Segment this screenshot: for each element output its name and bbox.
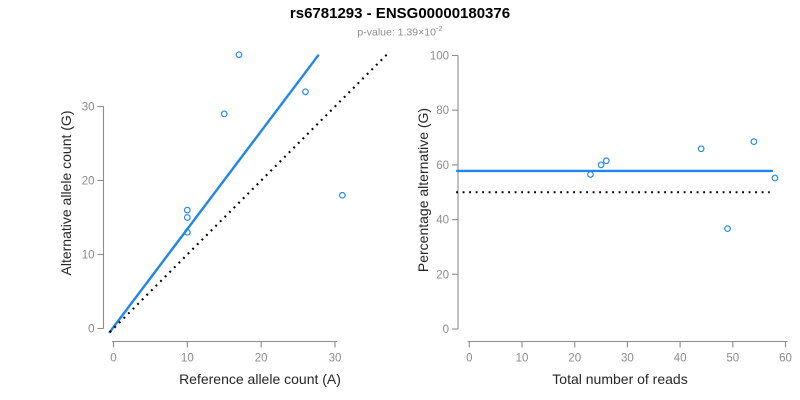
data-point (597, 161, 605, 169)
identity-line (109, 53, 389, 333)
data-point (339, 191, 346, 199)
data-point (302, 88, 309, 96)
pvalue-subtitle: p-value: 1.39×10-2 (0, 24, 800, 39)
x-tick-label: 30 (329, 353, 342, 365)
y-tick-label: 80 (436, 105, 449, 117)
pvalue-label: p-value: (357, 26, 398, 39)
data-point (750, 138, 758, 146)
x-axis-title: Total number of reads (552, 371, 687, 387)
x-tick-label: 40 (674, 353, 687, 365)
x-tick-label: 10 (516, 353, 529, 365)
y-tick-label: 0 (88, 324, 94, 336)
x-tick-label: 50 (726, 353, 739, 365)
allele-counts-points (183, 51, 346, 236)
x-axis-title: Reference allele count (A) (179, 371, 341, 387)
data-point (771, 174, 779, 182)
data-point (587, 171, 594, 178)
data-point (183, 206, 191, 214)
data-point (697, 145, 705, 153)
y-tick-label: 30 (82, 102, 95, 114)
percentage-vs-reads-panel: 0 20 40 60 80 100 0 10 20 30 40 50 60 Total number of… (415, 51, 792, 388)
data-point (724, 225, 731, 233)
data-point (220, 110, 228, 118)
y-tick-label: 100 (430, 51, 449, 63)
x-tick-label: 60 (779, 353, 792, 365)
data-point (183, 228, 191, 236)
y-tick-label: 20 (436, 269, 449, 281)
data-point (183, 214, 191, 221)
fit-line (108, 53, 320, 334)
y-tick-label: 10 (82, 250, 95, 262)
data-point (602, 157, 610, 165)
x-tick-label: 0 (466, 353, 472, 365)
y-tick-label: 40 (436, 215, 449, 227)
x-tick-label: 20 (255, 353, 268, 365)
percentage-vs-reads-points (587, 138, 779, 233)
pvalue-exponent: -2 (435, 24, 443, 33)
y-tick-label: 60 (436, 160, 449, 172)
x-tick-label: 0 (110, 353, 116, 365)
x-tick-label: 20 (568, 353, 581, 365)
pvalue-value: 1.39×10 (397, 26, 436, 39)
data-point (235, 51, 243, 59)
y-tick-label: 20 (82, 176, 95, 188)
x-tick-label: 30 (621, 353, 634, 365)
y-axis-title: Percentage alternative (G) (415, 108, 431, 272)
page-title: rs6781293 - ENSG00000180376 (289, 5, 511, 22)
x-tick-label: 10 (181, 353, 194, 365)
allele-counts-panel: 0 10 20 30 0 10 20 30 Reference allele count (A)… (58, 51, 389, 387)
y-axis-title: Alternative allele count (G) (58, 111, 74, 276)
y-tick-label: 0 (443, 324, 449, 336)
